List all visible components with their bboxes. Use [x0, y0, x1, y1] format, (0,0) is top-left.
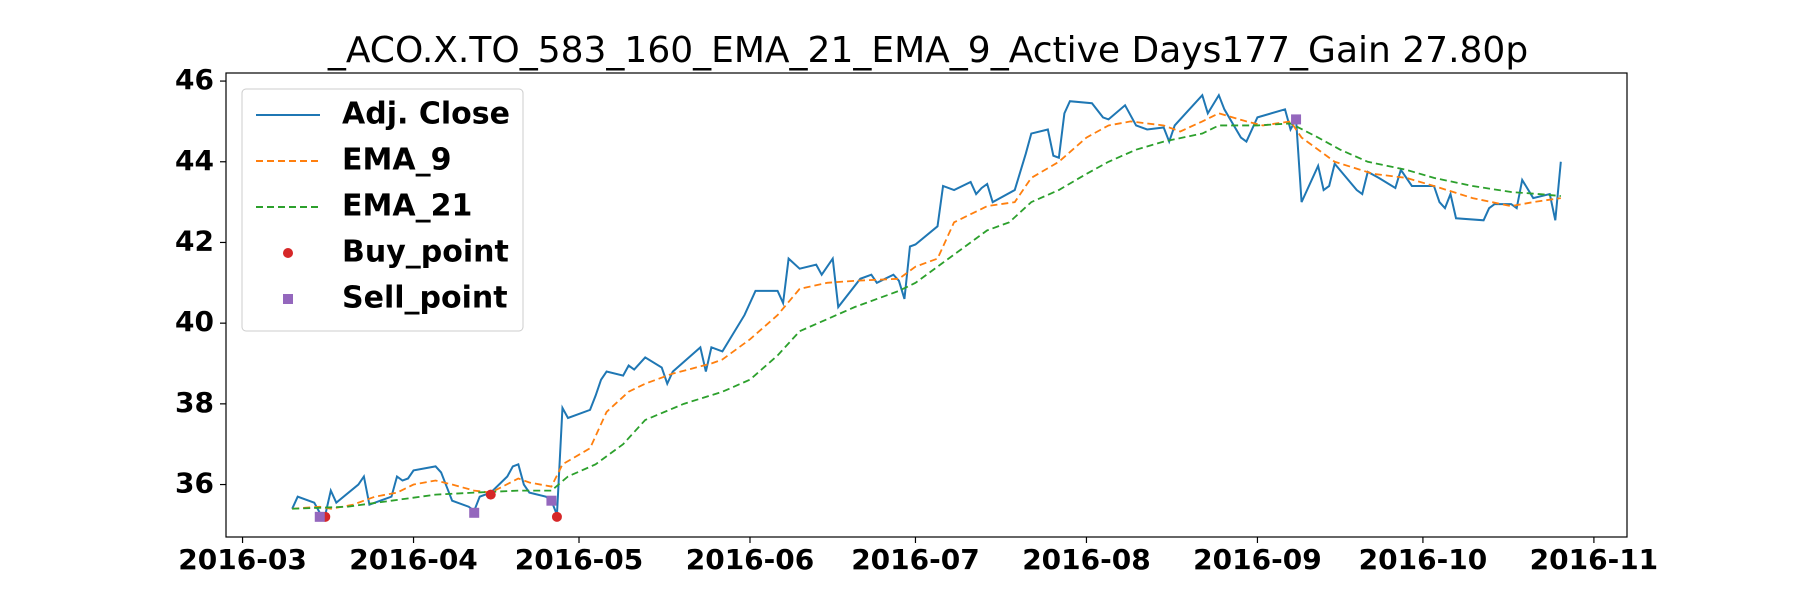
y-tick-label: 36 — [175, 467, 214, 500]
sell-point — [546, 495, 557, 506]
legend-label: Adj. Close — [342, 97, 510, 132]
chart-title: _ACO.X.TO_583_160_EMA_21_EMA_9_Active Da… — [327, 30, 1528, 71]
sell-point — [314, 511, 325, 522]
ema-line — [292, 122, 1561, 510]
legend-label: EMA_9 — [342, 143, 451, 178]
buy-point — [485, 489, 496, 500]
y-tick-label: 46 — [175, 63, 214, 96]
x-tick-label: 2016-03 — [178, 543, 307, 576]
sell-point — [469, 507, 480, 518]
plot-frame — [225, 72, 1628, 538]
legend-label: Sell_point — [342, 281, 508, 316]
x-tick-label: 2016-08 — [1022, 543, 1151, 576]
legend-box — [241, 88, 524, 332]
x-tick-label: 2016-11 — [1530, 543, 1659, 576]
legend-swatch — [283, 294, 293, 304]
x-tick-label: 2016-04 — [349, 543, 478, 576]
legend-label: Buy_point — [342, 235, 509, 270]
y-tick-label: 38 — [175, 386, 214, 419]
sell-point — [1291, 114, 1302, 125]
price-line — [291, 92, 1562, 517]
y-tick-label: 44 — [175, 144, 214, 177]
legend-swatch — [283, 248, 293, 258]
x-tick-label: 2016-06 — [686, 543, 815, 576]
x-tick-label: 2016-07 — [851, 543, 980, 576]
x-tick-label: 2016-10 — [1359, 543, 1488, 576]
legend-label: EMA_21 — [342, 189, 472, 224]
y-tick-label: 42 — [175, 224, 214, 257]
y-tick-label: 40 — [175, 305, 214, 338]
x-tick-label: 2016-05 — [515, 543, 644, 576]
buy-point — [551, 511, 562, 522]
x-tick-label: 2016-09 — [1193, 543, 1322, 576]
